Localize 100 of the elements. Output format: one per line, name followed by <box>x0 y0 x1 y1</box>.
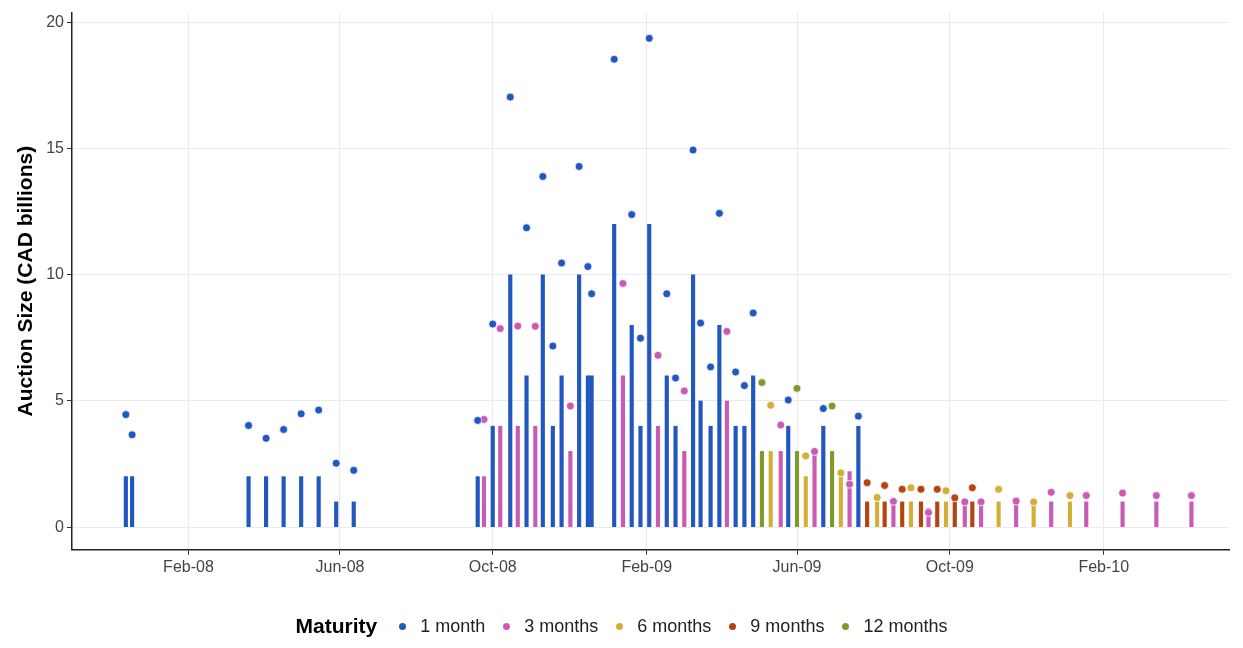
legend-label: 9 months <box>750 615 825 637</box>
point <box>897 484 907 494</box>
point <box>776 420 786 430</box>
bar <box>803 476 808 527</box>
bar <box>794 451 800 527</box>
bar <box>577 274 582 527</box>
point <box>1065 491 1075 500</box>
point <box>1046 487 1056 497</box>
bar <box>673 425 678 527</box>
bar <box>130 476 135 527</box>
point <box>261 433 271 443</box>
bar <box>490 425 495 527</box>
point <box>1029 497 1039 507</box>
point <box>932 484 942 494</box>
point <box>766 400 776 410</box>
point <box>722 326 732 336</box>
bar <box>498 425 503 527</box>
point <box>960 497 970 507</box>
bar <box>900 501 905 527</box>
point <box>671 373 680 383</box>
point <box>488 319 498 329</box>
point <box>906 483 916 493</box>
point <box>916 484 926 494</box>
bar <box>281 476 286 527</box>
y-tick-label: 0 <box>55 517 65 535</box>
point <box>801 451 811 461</box>
point <box>748 308 758 318</box>
x-tick-label: Jun-09 <box>772 557 822 575</box>
bar <box>246 476 251 527</box>
bar <box>475 476 480 527</box>
bar <box>620 375 626 527</box>
bar <box>515 425 520 527</box>
point <box>889 496 898 506</box>
y-tick-label: 15 <box>46 139 65 157</box>
bar <box>550 425 555 527</box>
point <box>880 481 890 490</box>
bar <box>821 425 826 527</box>
bar <box>647 224 652 527</box>
bar <box>733 425 738 527</box>
legend-label: 1 month <box>420 615 486 637</box>
bar <box>682 451 687 527</box>
bar <box>533 425 538 527</box>
point <box>818 404 828 413</box>
bar <box>943 501 949 527</box>
x-tick-label: Oct-09 <box>925 557 974 575</box>
x-tick-label: Feb-08 <box>163 557 214 575</box>
point <box>662 289 672 299</box>
point <box>757 378 767 387</box>
point <box>609 54 619 64</box>
point <box>557 258 566 268</box>
point <box>731 367 741 377</box>
point <box>740 381 749 391</box>
x-tick-label: Oct-08 <box>468 557 517 575</box>
legend-title: Maturity <box>295 614 378 638</box>
bar <box>334 501 339 527</box>
bar <box>918 501 924 527</box>
point <box>924 508 933 517</box>
bar <box>481 476 487 527</box>
point <box>505 92 515 102</box>
bar <box>638 425 643 527</box>
point <box>587 289 597 299</box>
x-tick-label: Jun-08 <box>315 557 365 575</box>
legend-label: 6 months <box>637 615 712 637</box>
bar <box>568 451 573 527</box>
point <box>688 145 698 155</box>
bar <box>935 501 940 527</box>
bar <box>1049 501 1054 527</box>
bar <box>996 501 1001 527</box>
bar <box>123 476 128 527</box>
point <box>618 279 628 288</box>
point <box>792 383 802 393</box>
bar <box>829 451 835 527</box>
bar <box>856 425 861 527</box>
point <box>522 223 531 233</box>
point <box>530 321 540 331</box>
point <box>1081 491 1091 500</box>
point <box>1118 488 1127 498</box>
point <box>872 493 882 502</box>
point <box>583 262 593 271</box>
point <box>644 33 654 43</box>
point <box>941 486 951 496</box>
bar <box>299 476 304 527</box>
bar <box>724 400 729 527</box>
point <box>574 162 584 171</box>
point <box>950 493 960 503</box>
point <box>696 318 705 328</box>
bar <box>768 451 773 527</box>
bar <box>1120 501 1125 527</box>
point <box>627 210 637 220</box>
point <box>331 458 341 468</box>
bar <box>882 501 887 527</box>
bar <box>759 451 765 527</box>
point <box>967 483 977 493</box>
bar <box>717 325 722 527</box>
bar <box>742 425 747 527</box>
bar <box>708 425 713 527</box>
point <box>314 405 324 415</box>
bar <box>540 274 545 527</box>
point <box>349 465 359 475</box>
y-tick-label: 20 <box>46 13 65 31</box>
